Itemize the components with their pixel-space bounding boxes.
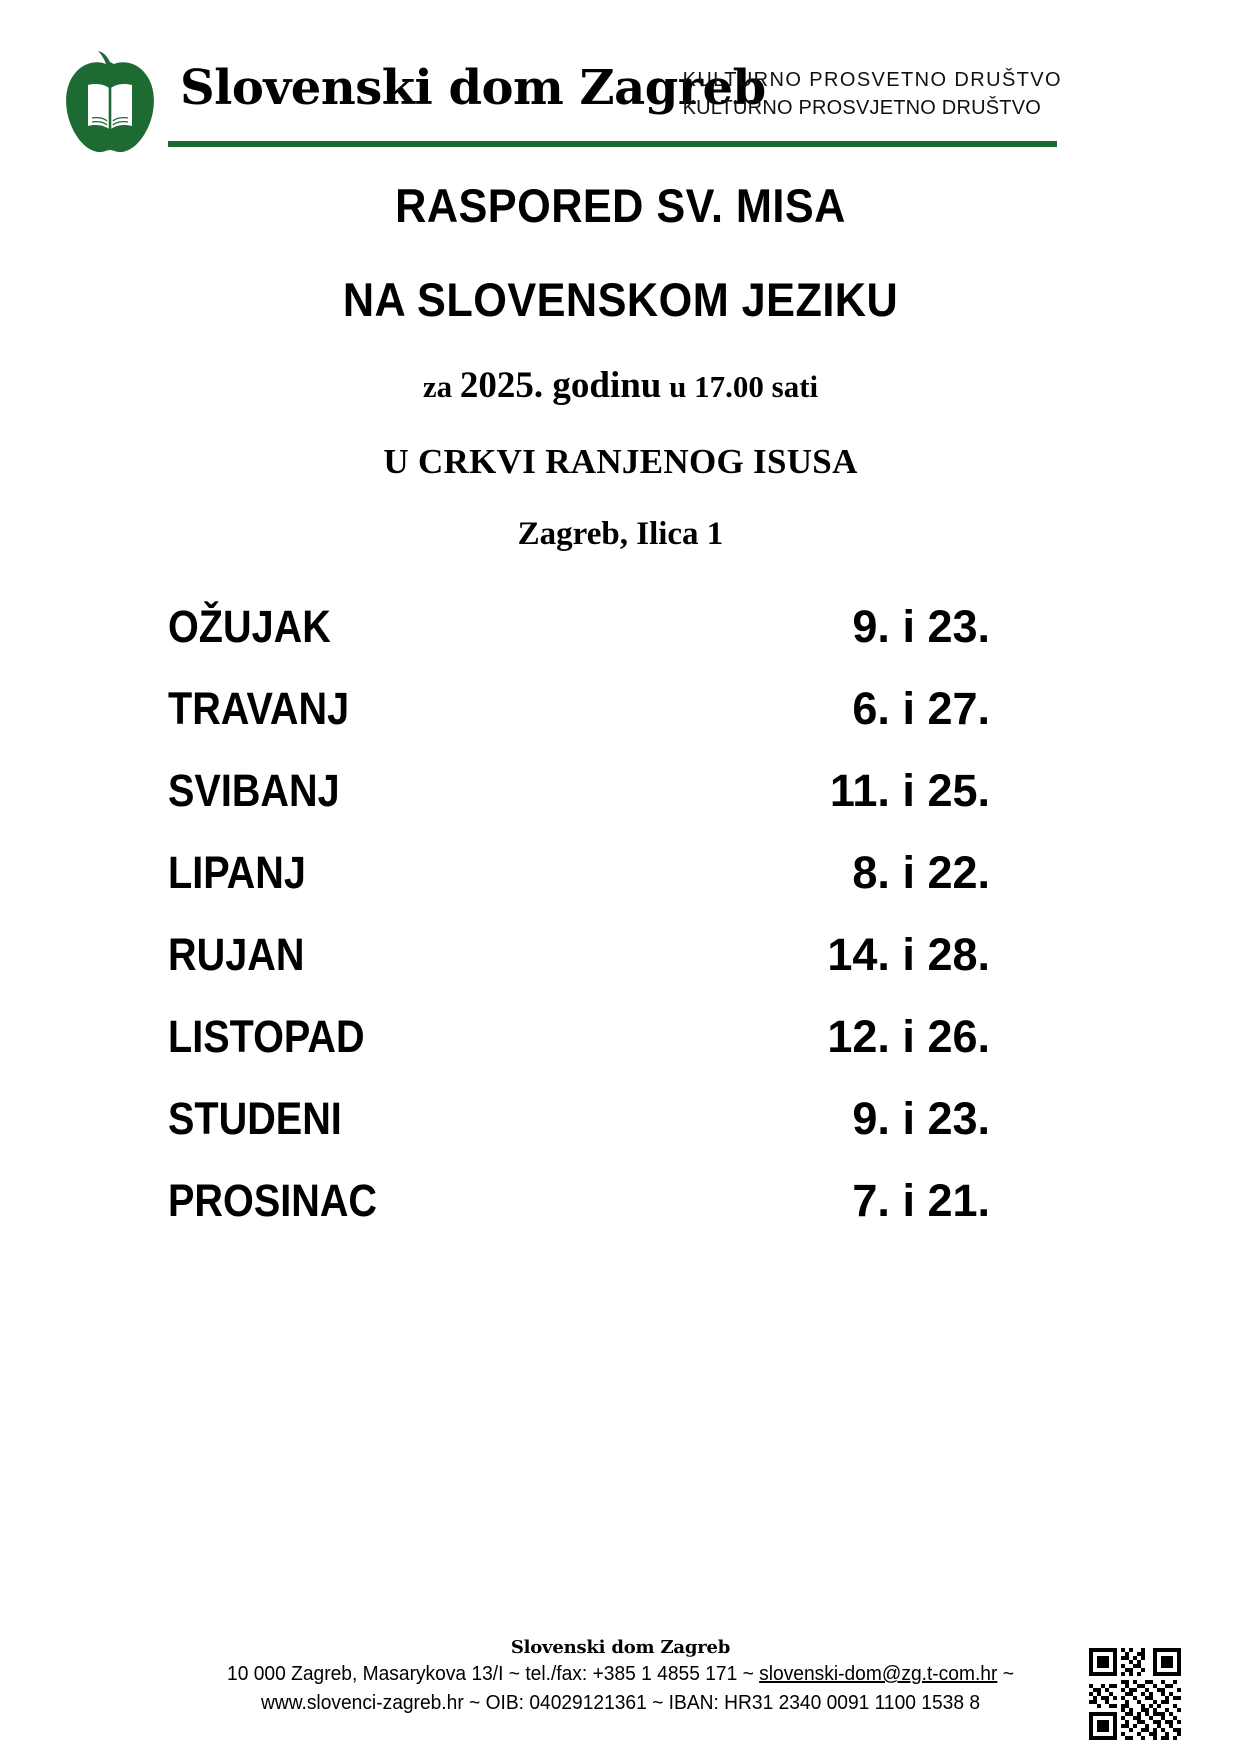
dates-value: 6. i 27.	[852, 683, 990, 734]
table-row: SVIBANJ 11. i 25.	[168, 768, 990, 850]
tagline-slovenian: KULTURNO PROSVETNO DRUŠTVO	[682, 69, 1062, 91]
month-label: RUJAN	[168, 929, 305, 980]
table-row: PROSINAC 7. i 21.	[168, 1178, 990, 1260]
dates-value: 12. i 26.	[827, 1011, 990, 1062]
tagline-block: KULTURNO PROSVETNO DRUŠTVO KULTURNO PROS…	[683, 66, 1062, 123]
table-row: LISTOPAD 12. i 26.	[168, 1014, 990, 1096]
page-footer: Slovenski dom Zagreb 10 000 Zagreb, Masa…	[0, 1636, 1241, 1718]
month-label: SVIBANJ	[168, 765, 340, 816]
year-and-time-line: za 2025. godinu u 17.00 sati	[0, 367, 1241, 404]
qr-code-icon[interactable]	[1089, 1648, 1181, 1740]
email-link[interactable]: slovenski-dom@zg.t-com.hr	[759, 1663, 998, 1686]
dates-value: 9. i 23.	[852, 601, 990, 652]
page-header: Slovenski dom Zagreb KULTURNO PROSVETNO …	[62, 44, 1062, 154]
dates-value: 14. i 28.	[827, 929, 990, 980]
footer-org-name: Slovenski dom Zagreb	[510, 1637, 731, 1658]
month-label: LIPANJ	[168, 847, 306, 898]
month-label: LISTOPAD	[168, 1011, 365, 1062]
dates-value: 11. i 25.	[829, 765, 990, 816]
title-block: RASPORED SV. MISA NA SLOVENSKOM JEZIKU z…	[0, 182, 1241, 551]
footer-line1-tail: ~	[997, 1663, 1014, 1686]
dates-value: 9. i 23.	[852, 1093, 990, 1144]
brand-title: Slovenski dom Zagreb	[180, 60, 766, 116]
year-suffix: u 17.00 sati	[661, 369, 819, 404]
table-row: RUJAN 14. i 28.	[168, 932, 990, 1014]
month-label: PROSINAC	[168, 1175, 378, 1226]
church-name: U CRKVI RANJENOG ISUSA	[383, 442, 858, 481]
header-divider	[168, 141, 1057, 147]
month-label: TRAVANJ	[168, 683, 350, 734]
tagline-croatian: KULTURNO PROSVJETNO DRUŠTVO	[682, 97, 1041, 120]
dates-value: 8. i 22.	[852, 847, 990, 898]
footer-address-phone: 10 000 Zagreb, Masarykova 13/I ~ tel./fa…	[227, 1663, 760, 1686]
dates-value: 7. i 21.	[852, 1175, 990, 1226]
year-main: 2025. godinu	[459, 365, 662, 406]
mass-schedule-list: OŽUJAK 9. i 23. TRAVANJ 6. i 27. SVIBANJ…	[168, 604, 990, 1260]
page-subtitle: NA SLOVENSKOM JEZIKU	[342, 273, 899, 326]
church-address: Zagreb, Ilica 1	[517, 516, 724, 552]
month-label: STUDENI	[168, 1093, 342, 1144]
page-title: RASPORED SV. MISA	[395, 179, 846, 232]
table-row: LIPANJ 8. i 22.	[168, 850, 990, 932]
footer-contact-line-2: www.slovenci-zagreb.hr ~ OIB: 0402912136…	[260, 1692, 981, 1715]
footer-contact-line-1: 10 000 Zagreb, Masarykova 13/I ~ tel./fa…	[25, 1660, 1216, 1689]
table-row: OŽUJAK 9. i 23.	[168, 604, 990, 686]
table-row: STUDENI 9. i 23.	[168, 1096, 990, 1178]
apple-with-open-book-icon	[62, 50, 158, 154]
month-label: OŽUJAK	[168, 601, 331, 652]
table-row: TRAVANJ 6. i 27.	[168, 686, 990, 768]
year-prefix: za	[422, 369, 460, 404]
